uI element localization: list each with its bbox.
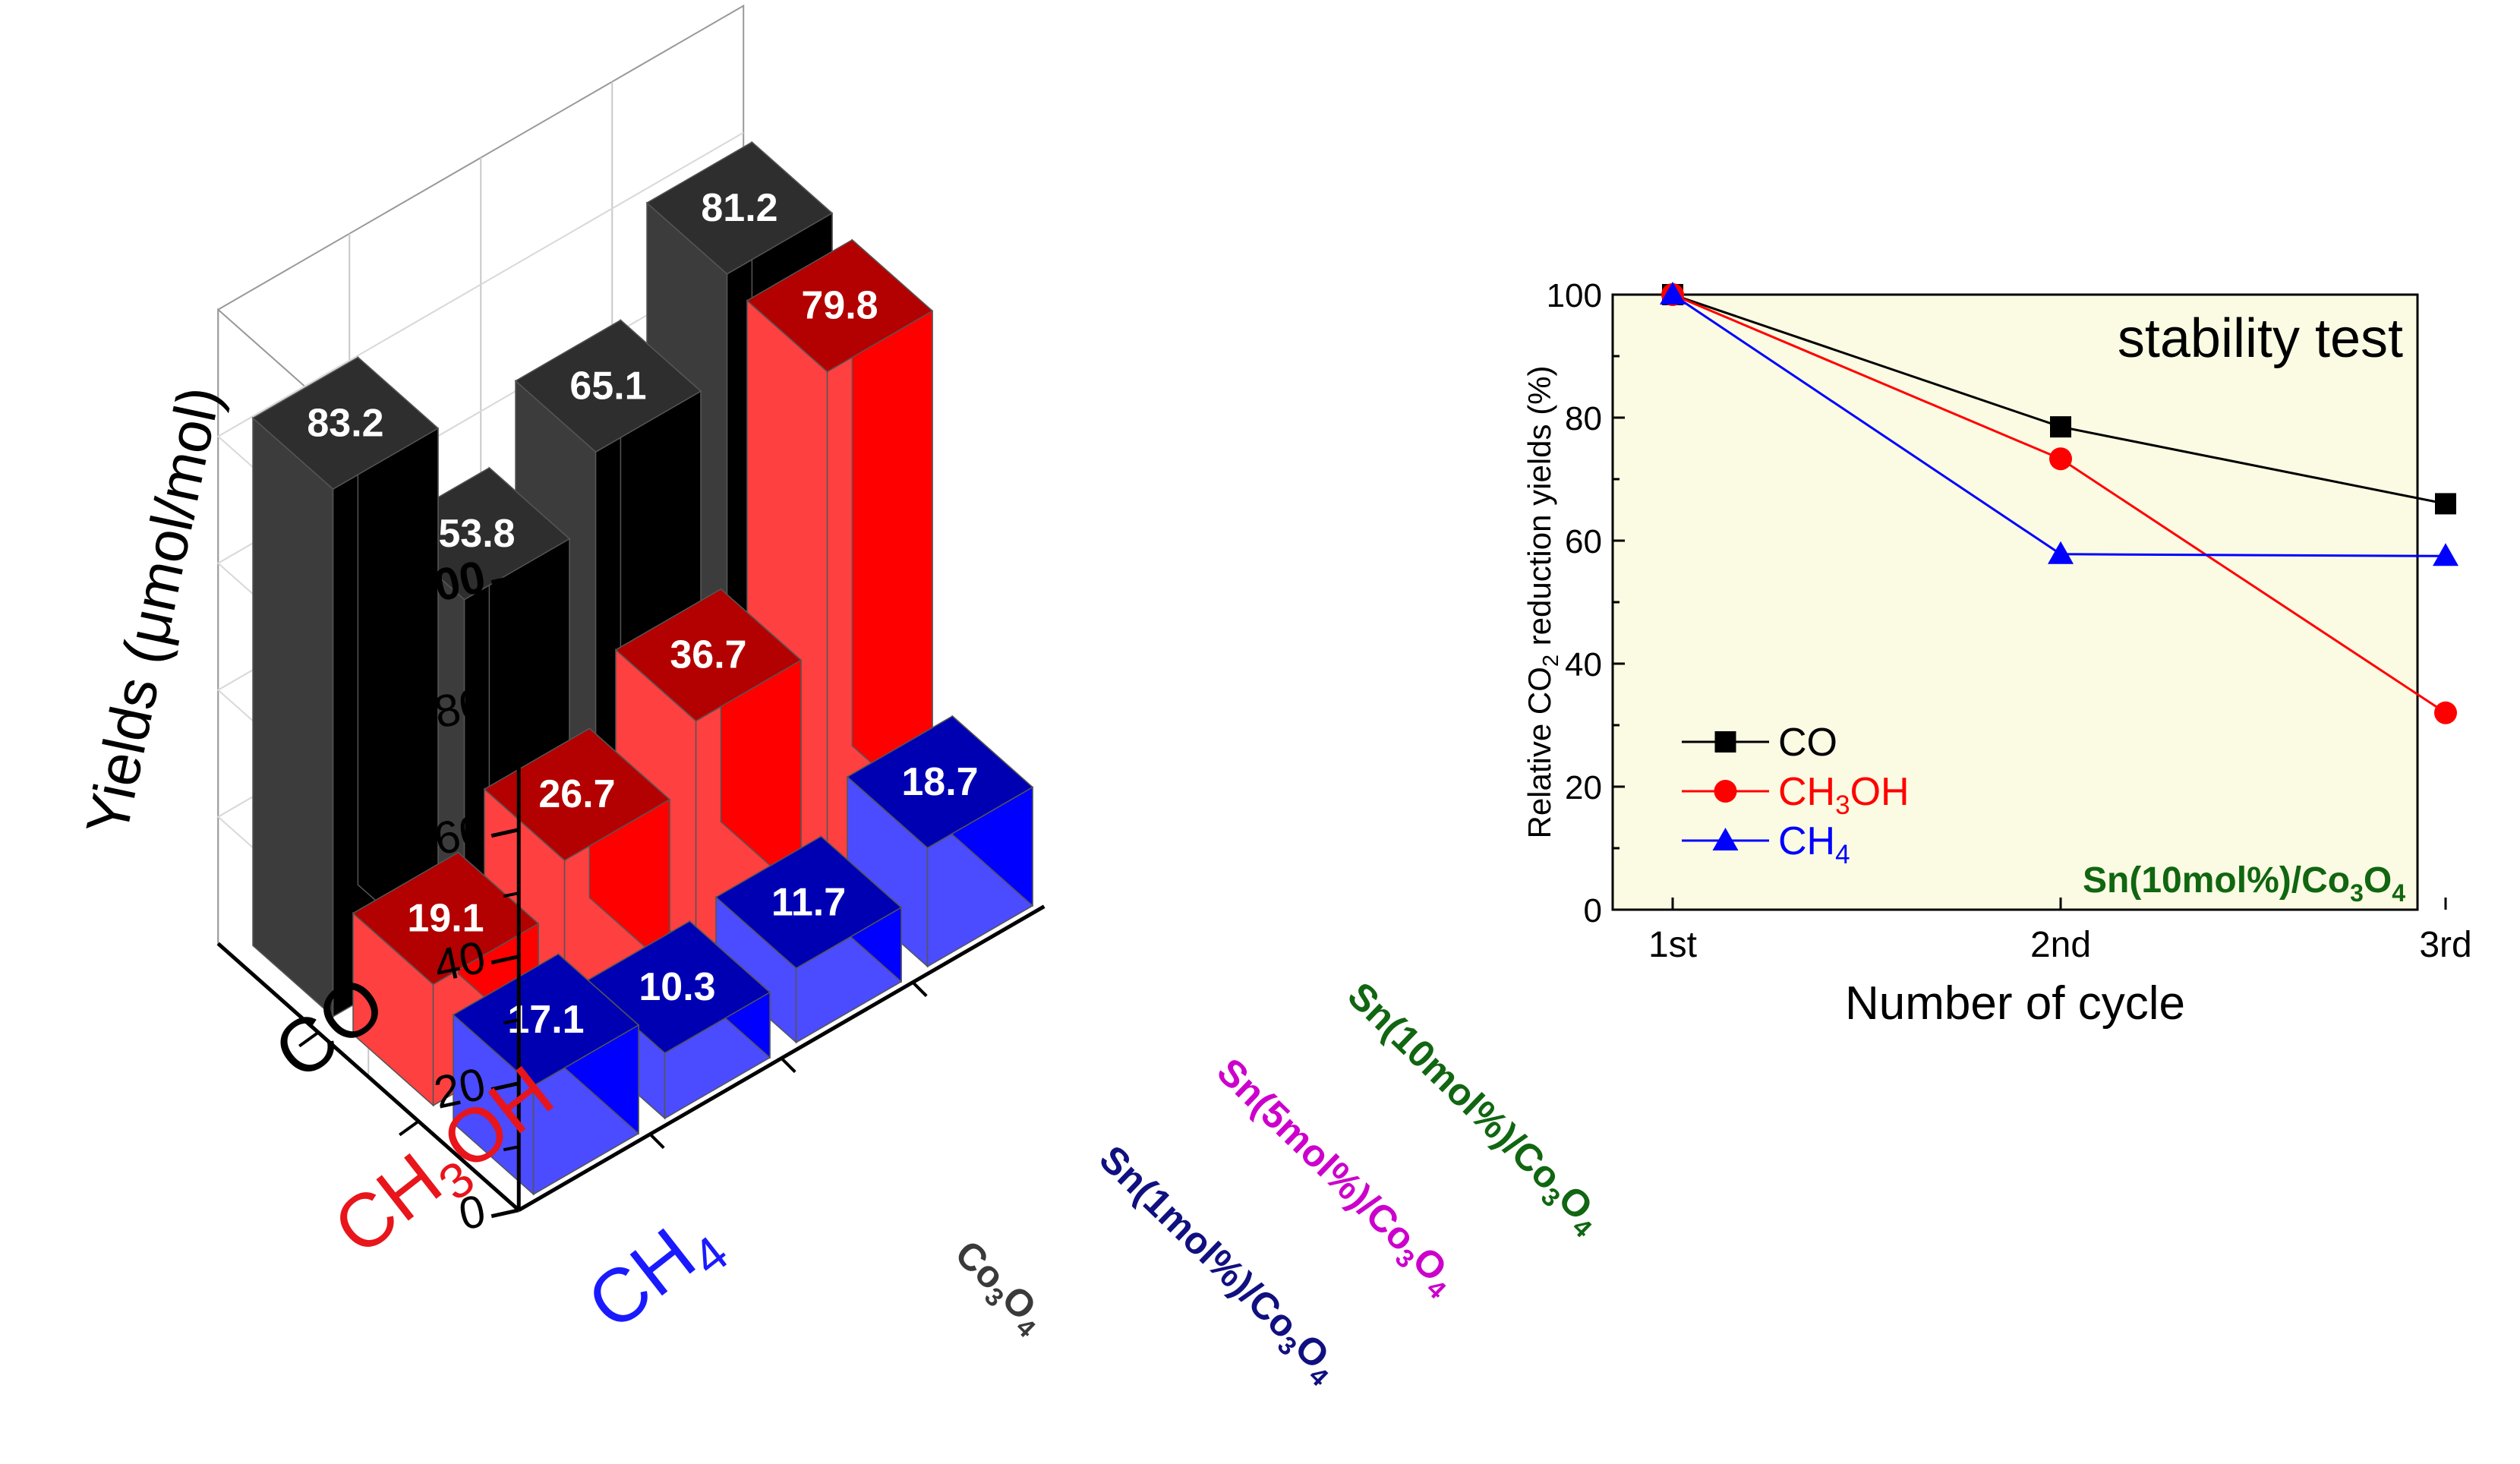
data-point bbox=[2435, 493, 2456, 515]
bar3d-y-axis-label: Yields (μmol/mol) bbox=[73, 380, 233, 841]
z-tick bbox=[490, 1081, 519, 1092]
z-minor-tick bbox=[503, 891, 519, 898]
line-x-axis-label: Number of cycle bbox=[1845, 977, 2185, 1030]
line-plot-area bbox=[1611, 293, 2419, 911]
z-tick bbox=[490, 828, 519, 838]
x-tick-label: 3rd bbox=[2419, 925, 2471, 965]
data-point bbox=[1660, 282, 1686, 304]
line-chart-title: stability test bbox=[2118, 308, 2403, 369]
y-tick-label: 40 bbox=[1565, 646, 1602, 683]
line-chart: 0 20 40 60 80 100 1st 2nd 3rd stability test Sn(… bbox=[1522, 277, 2472, 1030]
bar-value-label: 53.8 bbox=[438, 512, 515, 556]
product-tick bbox=[399, 1120, 420, 1137]
x-tick-label: 2nd bbox=[2030, 925, 2091, 965]
bar-ch4-0: 17.1 bbox=[452, 952, 640, 1196]
product-tick bbox=[298, 1031, 320, 1048]
bar-top-face bbox=[514, 319, 702, 453]
z-tick bbox=[490, 1208, 519, 1219]
data-point bbox=[2050, 416, 2071, 438]
z-tick bbox=[490, 574, 519, 585]
bar-top-face bbox=[352, 851, 540, 986]
legend-marker bbox=[1714, 731, 1736, 753]
bar3d-chart: 81.2 65.1 79.8 53.8 36.7 18.7 83.2 26.7 11.7 19.1… bbox=[73, 4, 1601, 1392]
y-tick-label: 0 bbox=[1584, 892, 1602, 929]
line-axis-ticks: 0 20 40 60 80 100 1st 2nd 3rd bbox=[1547, 277, 2472, 965]
bar-value-label: 10.3 bbox=[639, 965, 715, 1009]
catalyst-tick bbox=[911, 981, 928, 998]
z-tick bbox=[490, 954, 519, 965]
legend-marker bbox=[1714, 780, 1737, 803]
y-tick-label: 100 bbox=[1547, 277, 1602, 314]
z-minor-tick bbox=[503, 1145, 519, 1152]
legend-entry-ch3oh: CH3OH bbox=[1682, 770, 1910, 820]
line-y-axis-label: Relative CO2 reduction yields (%) bbox=[1522, 365, 1563, 838]
bar-ch3oh-3: 79.8 bbox=[746, 238, 934, 879]
series-ch4 bbox=[1660, 282, 2458, 566]
legend-label: CH3OH bbox=[1778, 770, 1910, 820]
bar-top-face bbox=[614, 588, 803, 722]
product-label-ch4: CH4 bbox=[572, 1194, 738, 1353]
bar-value-label: 81.2 bbox=[701, 186, 777, 230]
z-tick-label: 40 bbox=[430, 931, 490, 991]
z-minor-tick bbox=[503, 765, 519, 771]
bar-top-face bbox=[452, 953, 640, 1087]
bar-ch4-3: 18.7 bbox=[846, 715, 1034, 968]
bar-left-face bbox=[252, 416, 334, 1018]
x-tick-label: 1st bbox=[1648, 925, 1697, 965]
y-tick-label: 60 bbox=[1565, 523, 1602, 560]
catalyst-tick bbox=[780, 1057, 796, 1074]
legend-label: CH4 bbox=[1778, 819, 1850, 869]
bar3d-bars: 81.2 65.1 79.8 53.8 36.7 18.7 83.2 26.7 11.7 19.1… bbox=[251, 140, 1034, 1196]
bar-top-face bbox=[645, 141, 834, 275]
data-point bbox=[2049, 447, 2072, 471]
line-series bbox=[1660, 282, 2458, 724]
legend-entry-ch4: CH4 bbox=[1682, 819, 1850, 869]
bar-value-label: 65.1 bbox=[569, 364, 646, 408]
data-point bbox=[2048, 541, 2074, 564]
z-minor-tick bbox=[503, 1018, 519, 1025]
bar-value-label: 26.7 bbox=[538, 772, 615, 816]
bar-value-label: 11.7 bbox=[771, 880, 846, 924]
bar-value-label: 36.7 bbox=[670, 633, 746, 677]
y-tick-label: 20 bbox=[1565, 769, 1602, 806]
bar-value-label: 83.2 bbox=[307, 401, 383, 445]
legend-entry-co: CO bbox=[1682, 721, 1837, 765]
bar-top-face bbox=[483, 727, 671, 861]
bar-top-face bbox=[251, 356, 440, 491]
z-tick bbox=[490, 701, 519, 711]
bar-top-face bbox=[714, 835, 903, 970]
data-point bbox=[2433, 543, 2458, 566]
z-tick-label: 80 bbox=[430, 677, 490, 737]
bar-ch4-2: 11.7 bbox=[714, 835, 903, 1044]
catalyst-tick bbox=[648, 1133, 665, 1150]
bar-value-label: 19.1 bbox=[407, 897, 484, 941]
bar-value-label: 79.8 bbox=[801, 284, 878, 328]
data-point bbox=[2434, 701, 2457, 724]
product-axis-line bbox=[216, 942, 520, 1212]
bar-value-label: 18.7 bbox=[901, 760, 978, 804]
z-minor-tick bbox=[503, 638, 519, 645]
line-annotation: Sn(10mol%)/Co3O4 bbox=[2083, 860, 2405, 907]
z-tick-label: 20 bbox=[430, 1058, 490, 1118]
catalyst-label-co3o4: Co3O4 bbox=[942, 1232, 1055, 1343]
bar-co-0: 83.2 bbox=[251, 355, 440, 1018]
bar-top-face bbox=[846, 715, 1034, 849]
bar-top-face bbox=[746, 238, 934, 373]
legend-label: CO bbox=[1778, 721, 1837, 765]
z-tick-label: 60 bbox=[430, 804, 490, 864]
legend-marker bbox=[1712, 828, 1739, 850]
y-tick-label: 80 bbox=[1565, 400, 1602, 437]
